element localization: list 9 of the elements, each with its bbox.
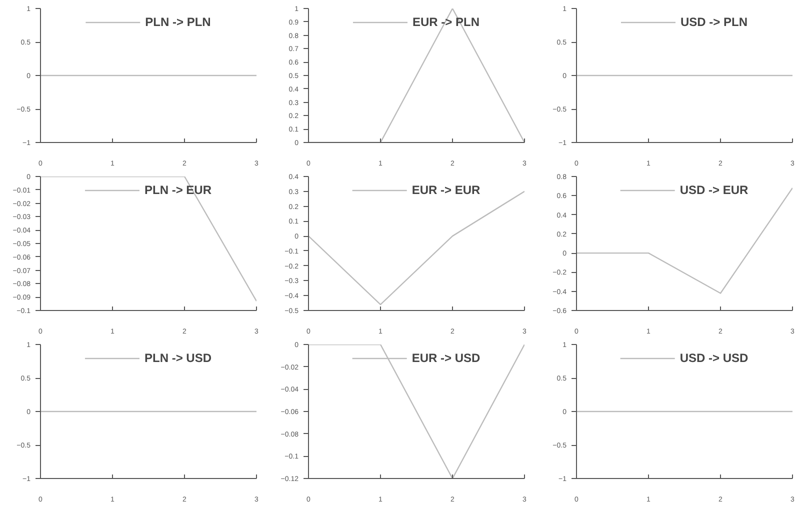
legend-label: EUR -> EUR <box>412 183 480 197</box>
legend-label: USD -> PLN <box>680 15 748 29</box>
legend-label: USD -> USD <box>680 351 748 365</box>
legend-label: EUR -> PLN <box>412 15 480 29</box>
legend-label: EUR -> USD <box>412 351 480 365</box>
legend-label: PLN -> USD <box>144 351 212 365</box>
legend-label: PLN -> PLN <box>145 15 211 29</box>
legend-label: PLN -> EUR <box>144 183 212 197</box>
legend-label: USD -> EUR <box>680 183 748 197</box>
